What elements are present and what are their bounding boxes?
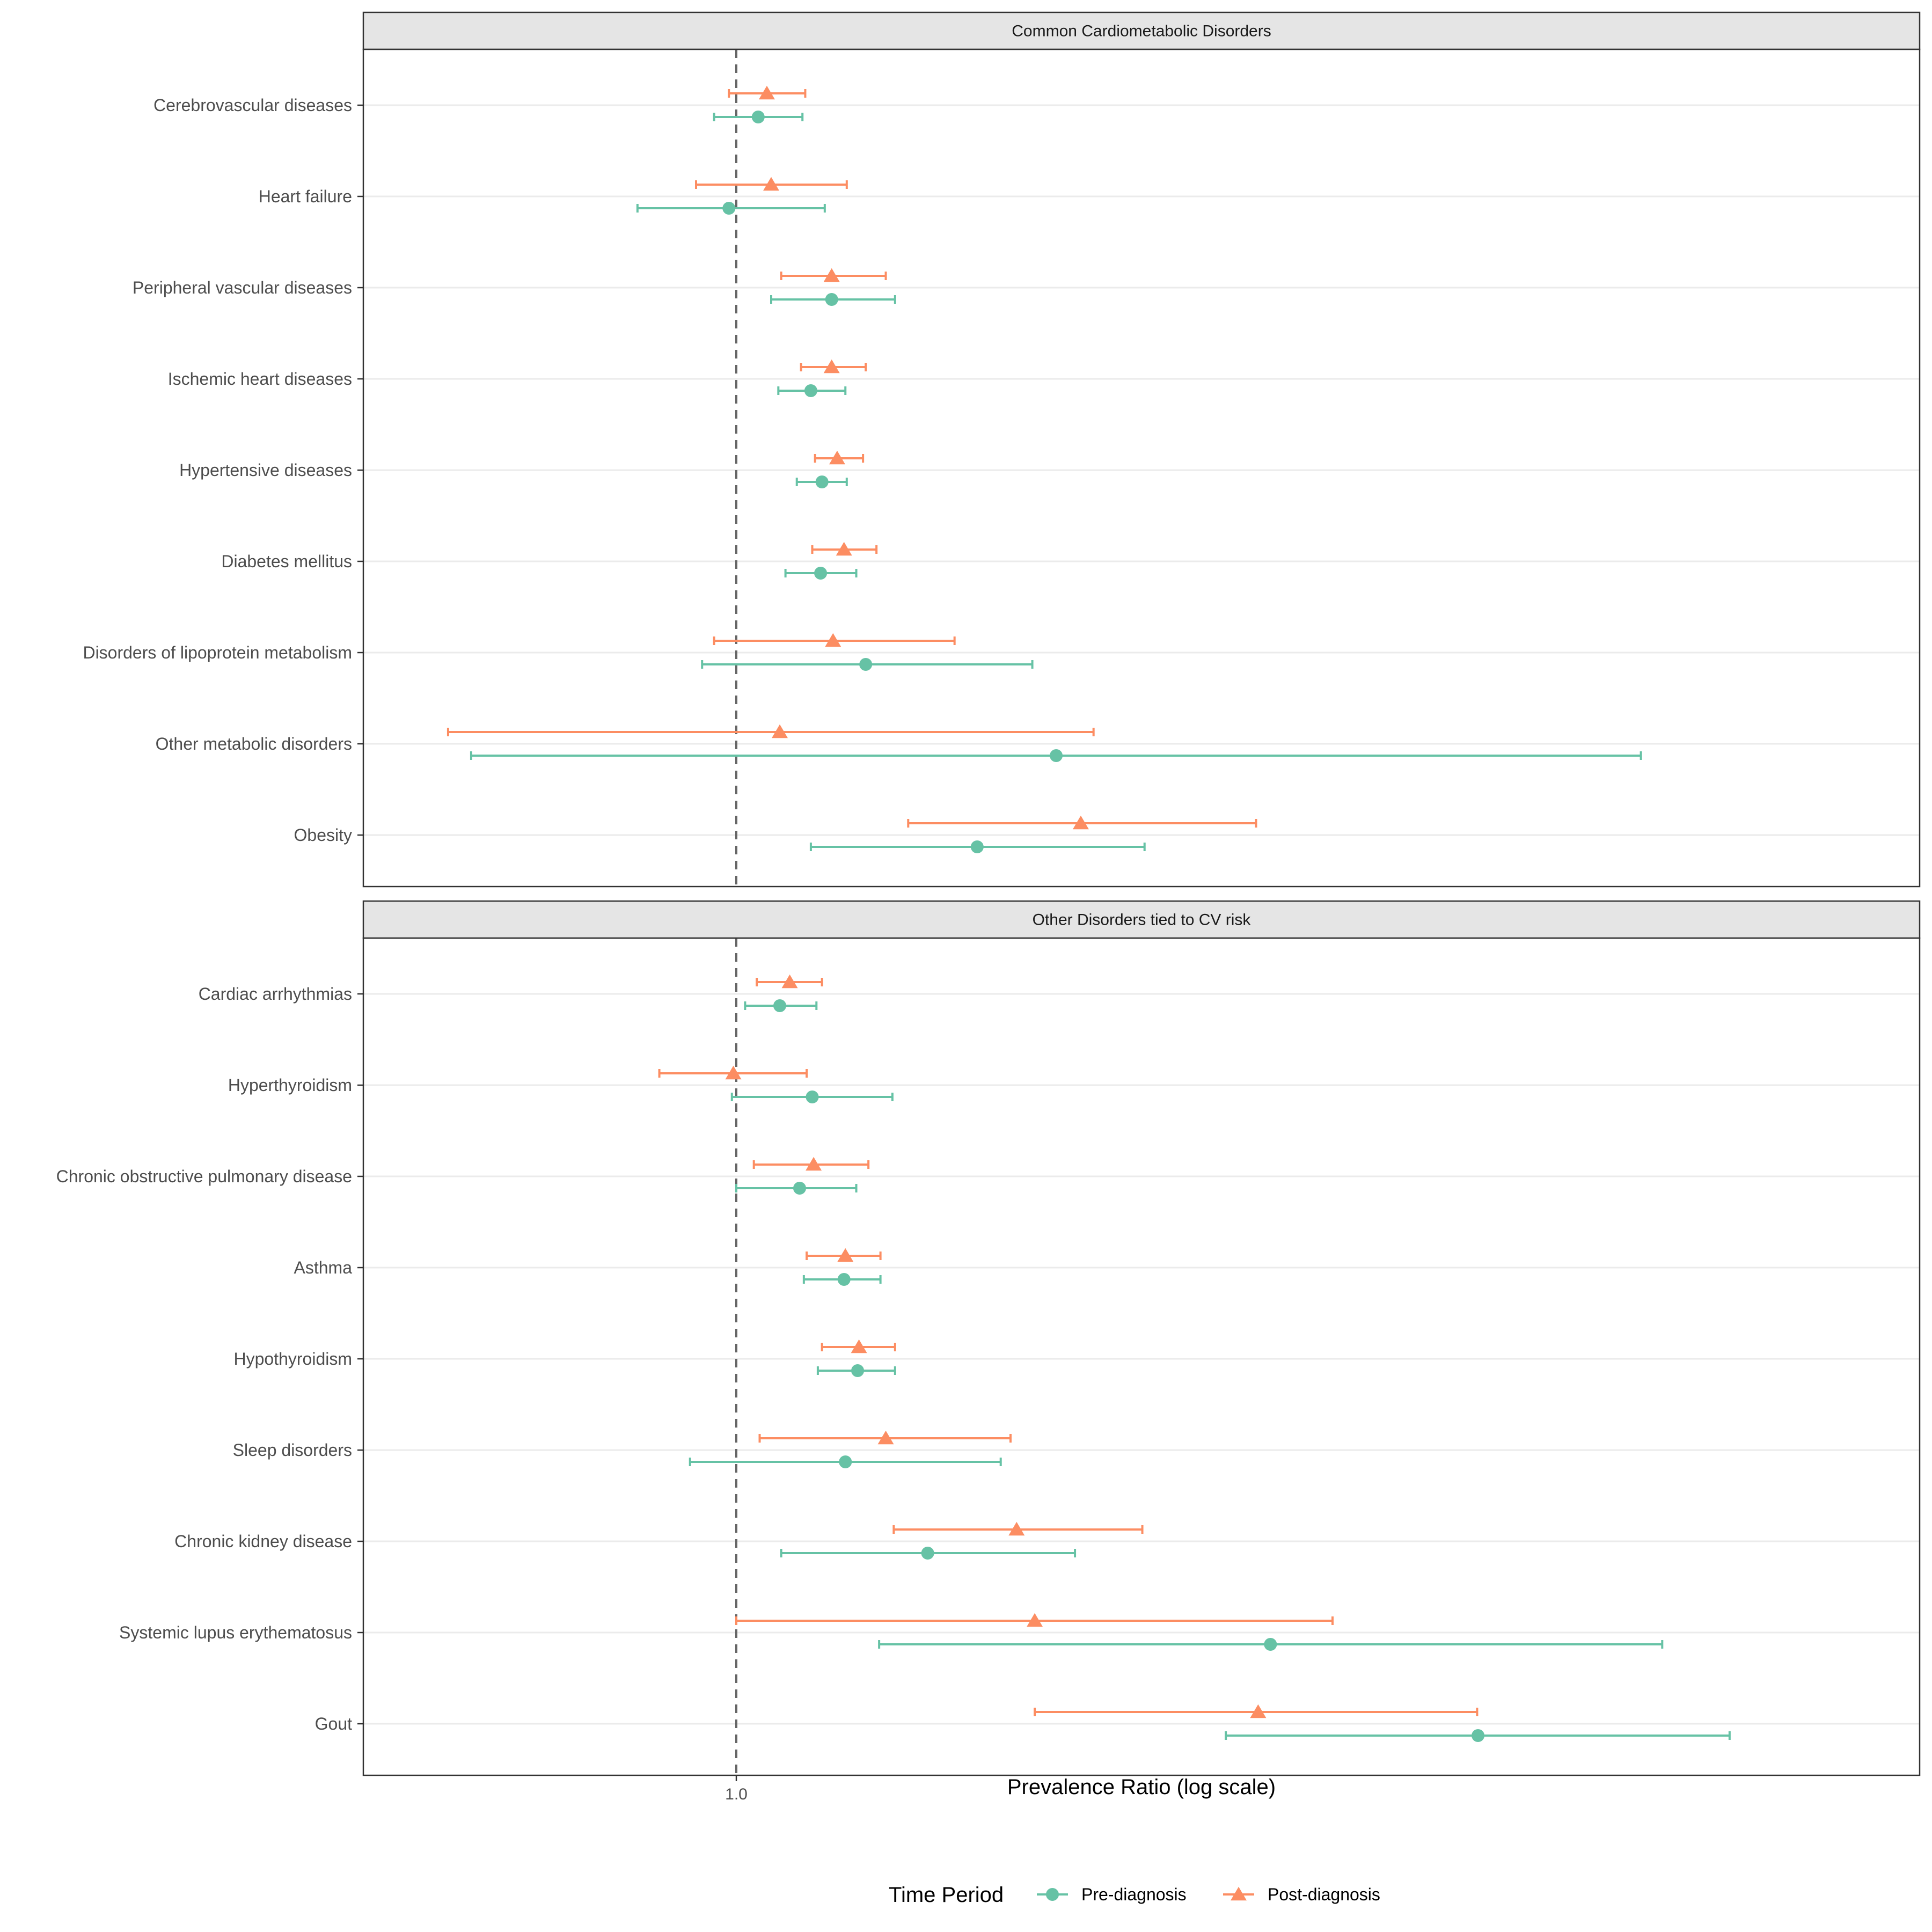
post-diagnosis-point	[829, 450, 845, 465]
legend-entry-pre-diagnosis: Pre-diagnosis	[1037, 1885, 1187, 1904]
post-diagnosis-point	[851, 1339, 867, 1353]
x-tick-label: 1.0	[725, 1785, 748, 1803]
pre-diagnosis-point	[970, 840, 984, 853]
pre-diagnosis-point	[806, 1091, 819, 1103]
y-tick-label: Peripheral vascular diseases	[133, 278, 352, 297]
pre-diagnosis-point	[804, 384, 817, 397]
row-5: Hypertensive diseases	[179, 450, 865, 488]
post-diagnosis-errorbar	[447, 728, 1095, 736]
pre-diagnosis-point	[751, 111, 765, 123]
row-9: Obesity	[294, 815, 1257, 853]
row-6: Sleep disorders	[233, 1430, 1012, 1468]
y-tick-label: Cardiac arrhythmias	[199, 984, 352, 1004]
pre-diagnosis-point	[851, 1364, 865, 1377]
pre-diagnosis-point	[1264, 1638, 1277, 1651]
y-tick-label: Hypertensive diseases	[179, 460, 352, 480]
post-diagnosis-point	[836, 541, 852, 556]
pre-diagnosis-point	[859, 658, 873, 671]
panel-2: Other Disorders tied to CV risk Cardiac a…	[56, 900, 1921, 1776]
post-diagnosis-point	[877, 1430, 894, 1445]
panel-title: Common Cardiometabolic Disorders	[1012, 23, 1271, 40]
row-1: Cerebrovascular diseases	[153, 85, 807, 123]
y-tick-label: Heart failure	[259, 187, 352, 206]
row-8: Other metabolic disorders	[156, 724, 1642, 762]
post-diagnosis-point	[1008, 1521, 1025, 1536]
panel-title: Other Disorders tied to CV risk	[1033, 911, 1252, 929]
post-diagnosis-point	[1250, 1704, 1267, 1718]
y-tick-label: Asthma	[294, 1258, 353, 1277]
post-diagnosis-point	[725, 1065, 742, 1080]
row-4: Asthma	[294, 1248, 882, 1286]
post-diagnosis-point	[837, 1248, 854, 1262]
panel-background	[363, 49, 1920, 887]
y-tick-label: Other metabolic disorders	[156, 734, 352, 753]
legend-entry-post-diagnosis: Post-diagnosis	[1223, 1885, 1380, 1904]
row-1: Cardiac arrhythmias	[199, 974, 823, 1012]
pre-diagnosis-point	[825, 293, 838, 306]
x-axis: 1.0	[725, 1775, 748, 1803]
pre-diagnosis-point	[921, 1547, 934, 1560]
legend-key-circle	[1046, 1888, 1059, 1901]
panel-border	[362, 48, 1921, 888]
panel-strip	[362, 900, 1921, 939]
row-9: Gout	[315, 1704, 1731, 1742]
pre-diagnosis-point	[839, 1455, 852, 1468]
post-diagnosis-point	[781, 974, 798, 989]
pre-diagnosis-point	[815, 475, 829, 488]
y-tick-label: Diabetes mellitus	[221, 552, 352, 571]
row-2: Hyperthyroidism	[228, 1065, 894, 1103]
y-tick-label: Hypothyroidism	[233, 1349, 352, 1368]
y-tick-label: Gout	[315, 1714, 352, 1733]
post-diagnosis-point	[806, 1157, 822, 1171]
row-7: Chronic kidney disease	[174, 1521, 1144, 1560]
row-8: Systemic lupus erythematosus	[119, 1613, 1664, 1651]
post-diagnosis-point	[1072, 815, 1089, 830]
y-tick-label: Sleep disorders	[233, 1440, 352, 1460]
post-diagnosis-point	[763, 177, 779, 191]
pre-diagnosis-point	[773, 999, 786, 1012]
legend-label: Pre-diagnosis	[1081, 1885, 1187, 1904]
panel-border	[362, 937, 1921, 1776]
y-tick-label: Disorders of lipoprotein metabolism	[83, 643, 352, 662]
x-axis-title: Prevalence Ratio (log scale)	[1007, 1775, 1276, 1799]
pre-diagnosis-point	[837, 1273, 851, 1286]
post-diagnosis-point	[771, 724, 788, 738]
pre-diagnosis-point	[814, 567, 828, 580]
pre-diagnosis-point	[1472, 1729, 1485, 1742]
post-diagnosis-point	[1027, 1613, 1043, 1627]
row-7: Disorders of lipoprotein metabolism	[83, 633, 1034, 671]
legend-label: Post-diagnosis	[1268, 1885, 1380, 1904]
y-tick-label: Chronic obstructive pulmonary disease	[56, 1167, 352, 1186]
row-4: Ischemic heart diseases	[168, 359, 867, 397]
row-3: Peripheral vascular diseases	[133, 268, 896, 306]
pre-diagnosis-point	[722, 202, 736, 215]
post-diagnosis-point	[823, 359, 840, 374]
post-diagnosis-point	[758, 85, 775, 100]
panel-strip	[362, 11, 1921, 50]
pre-diagnosis-point	[1050, 749, 1063, 762]
row-5: Hypothyroidism	[233, 1339, 896, 1377]
legend-title: Time Period	[889, 1883, 1004, 1907]
y-tick-label: Cerebrovascular diseases	[153, 96, 352, 115]
row-6: Diabetes mellitus	[221, 541, 878, 580]
y-tick-label: Systemic lupus erythematosus	[119, 1623, 352, 1642]
panels-group: Common Cardiometabolic Disorders Cerebrov…	[56, 11, 1921, 1776]
panel-1: Common Cardiometabolic Disorders Cerebrov…	[83, 11, 1921, 888]
row-3: Chronic obstructive pulmonary disease	[56, 1157, 870, 1195]
legend: Time Period Pre-diagnosis Post-diagnosis	[889, 1883, 1380, 1907]
y-tick-label: Ischemic heart diseases	[168, 369, 352, 389]
post-diagnosis-point	[823, 268, 840, 282]
y-tick-label: Chronic kidney disease	[174, 1532, 352, 1551]
y-tick-label: Obesity	[294, 825, 352, 845]
post-diagnosis-point	[825, 633, 841, 647]
pre-diagnosis-point	[793, 1182, 806, 1195]
y-tick-label: Hyperthyroidism	[228, 1075, 352, 1095]
panel-background	[363, 938, 1920, 1775]
legend-key-triangle	[1231, 1886, 1247, 1901]
row-2: Heart failure	[259, 177, 848, 215]
